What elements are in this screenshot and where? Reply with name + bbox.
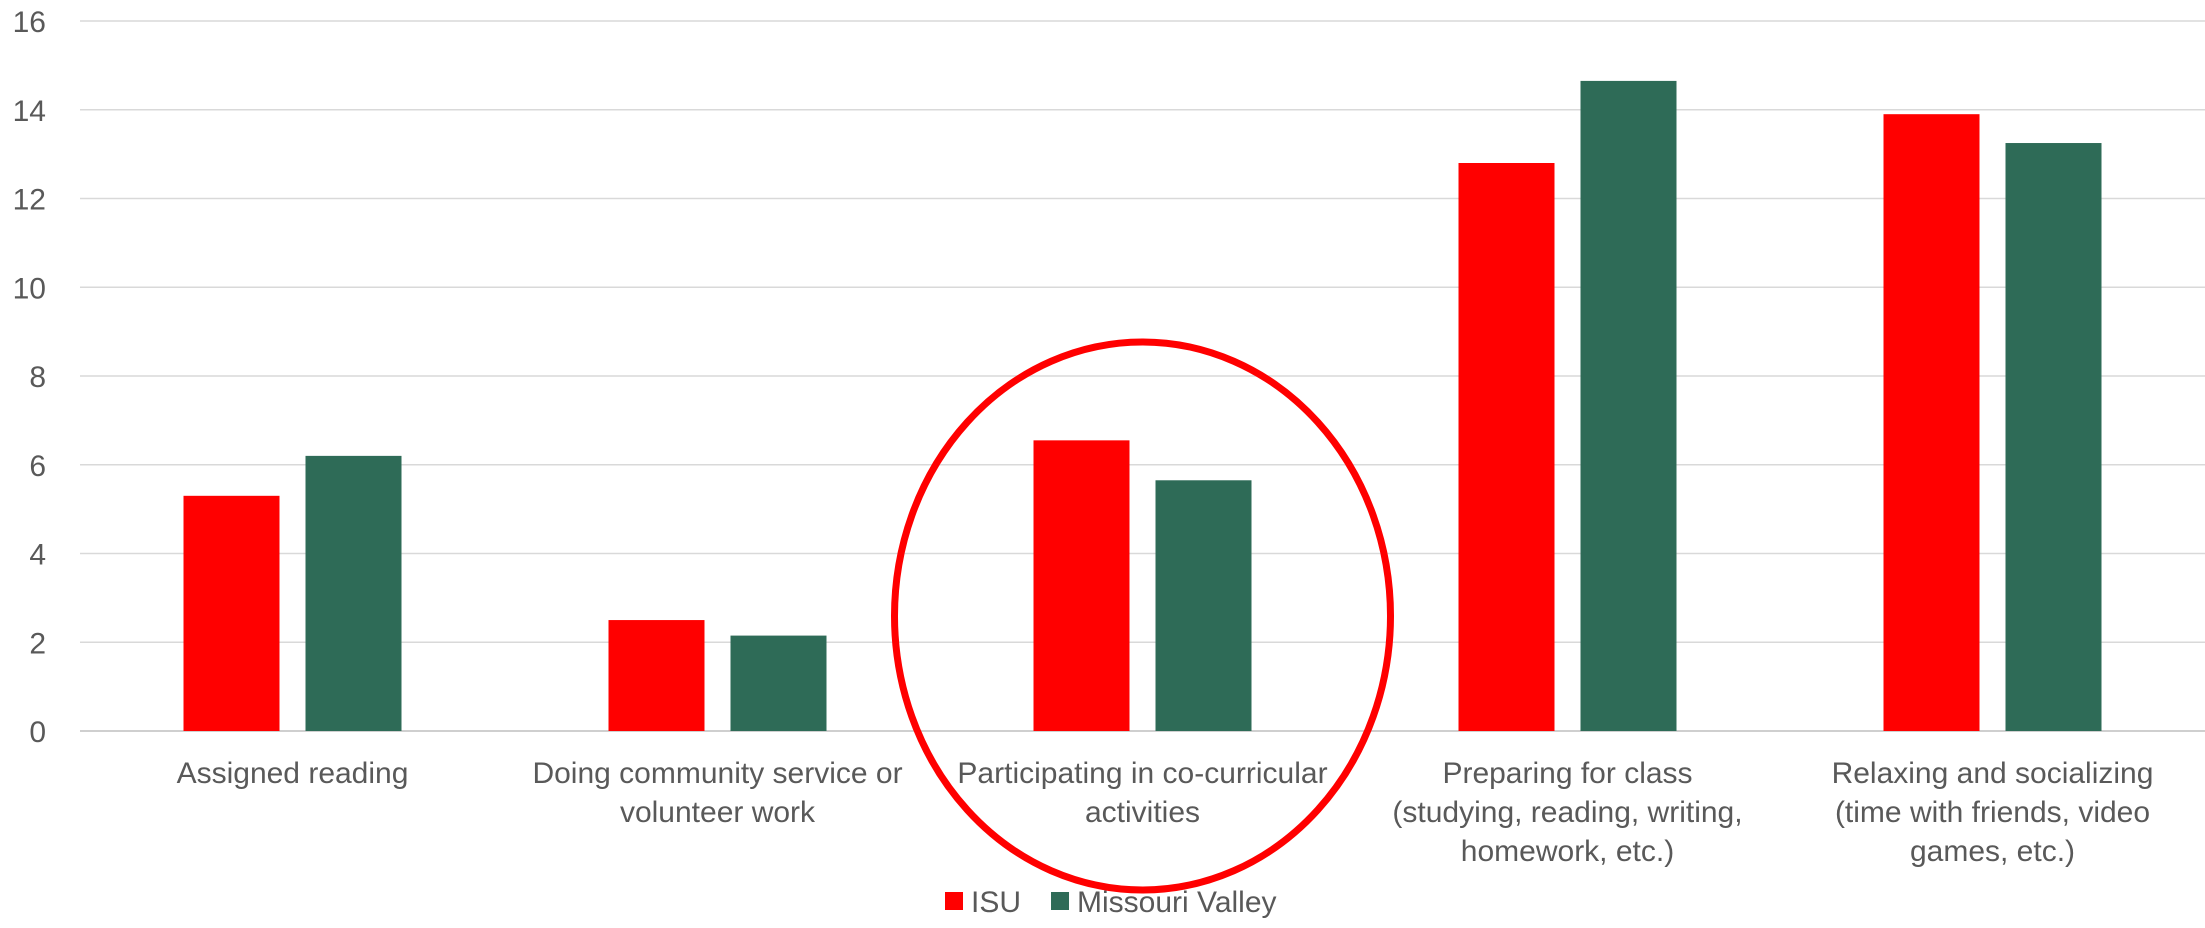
y-axis-ticks: 0 2 4 6 8 10 12 14 16 [13, 6, 46, 749]
bar-missouri-valley [2005, 143, 2102, 731]
legend-swatch [1051, 892, 1070, 910]
y-tick-label: 10 [13, 272, 46, 305]
category-label: Doing community service or [532, 757, 902, 790]
category-label: volunteer work [620, 796, 816, 829]
bar-isu [1883, 114, 1980, 731]
y-tick-label: 2 [29, 627, 46, 660]
bar-missouri-valley [1155, 480, 1252, 731]
category-label: Relaxing and socializing [1832, 757, 2154, 790]
y-tick-label: 0 [29, 716, 46, 749]
y-tick-label: 14 [13, 95, 46, 128]
bar-isu [183, 495, 280, 731]
category-label: homework, etc.) [1461, 835, 1674, 868]
category-label: Assigned reading [177, 757, 409, 790]
y-tick-label: 4 [29, 539, 46, 572]
bar-isu [1033, 440, 1130, 731]
bar-isu [608, 620, 705, 731]
y-tick-label: 16 [13, 6, 46, 39]
category-label: Participating in co-curricular [957, 757, 1327, 790]
bar-isu [1458, 163, 1555, 731]
bars [183, 80, 2102, 731]
y-tick-label: 8 [29, 361, 46, 394]
y-tick-label: 12 [13, 184, 46, 217]
category-labels: Assigned reading Doing community service … [177, 757, 2154, 868]
y-tick-label: 6 [29, 450, 46, 483]
category-label: Preparing for class [1442, 757, 1692, 790]
gridlines [80, 20, 2205, 732]
category-label: activities [1085, 796, 1200, 829]
category-label: (time with friends, video [1835, 796, 2150, 829]
legend-label: Missouri Valley [1077, 886, 1277, 919]
annotation [891, 338, 1394, 894]
category-label: games, etc.) [1910, 835, 2075, 868]
bar-missouri-valley [305, 455, 402, 731]
category-label: (studying, reading, writing, [1392, 796, 1742, 829]
bar-missouri-valley [730, 635, 827, 731]
bar-missouri-valley [1580, 80, 1677, 731]
legend-swatch [945, 892, 963, 910]
highlight-ellipse [891, 338, 1394, 894]
legend-label: ISU [971, 886, 1021, 919]
legend: ISU Missouri Valley [945, 886, 1277, 919]
